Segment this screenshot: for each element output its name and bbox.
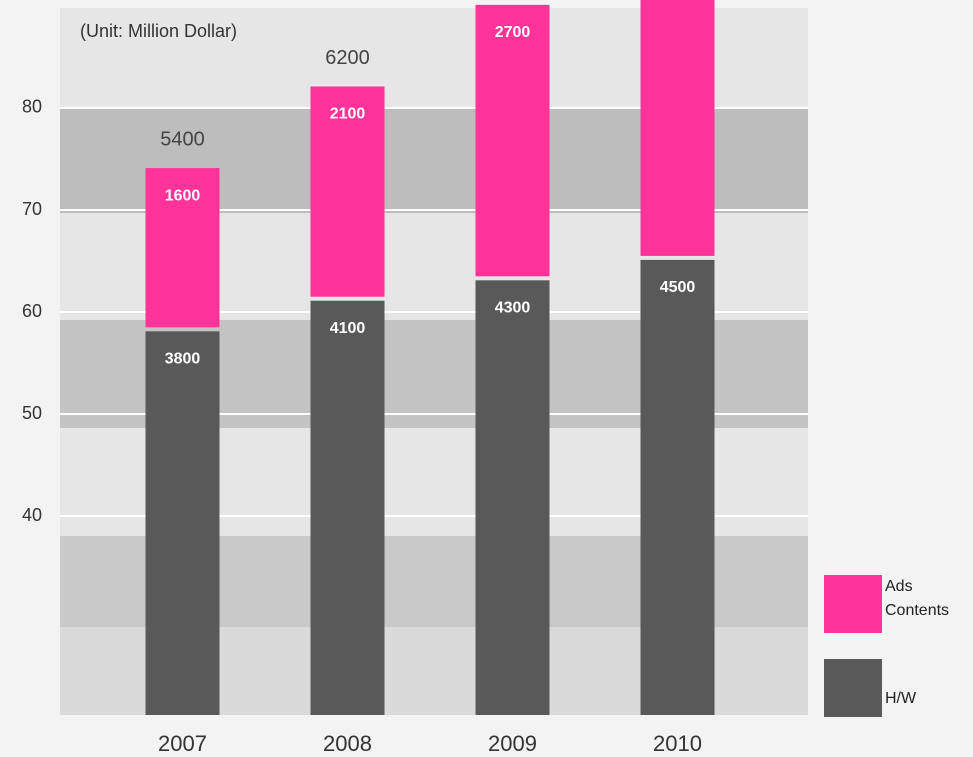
bar-segment xyxy=(641,0,715,256)
bar-segment xyxy=(476,280,550,715)
chart: (Unit: Million Dollar) 40 50 60 70 80 3800 160… xyxy=(0,0,973,757)
y-tick-label: 70 xyxy=(22,199,42,219)
total-label: 5400 xyxy=(160,128,205,150)
value-label: 1600 xyxy=(165,187,201,204)
legend-swatch xyxy=(824,575,882,633)
x-tick-label: 2007 xyxy=(158,731,207,756)
legend-label: H/W xyxy=(885,690,917,707)
x-tick-label: 2010 xyxy=(653,731,702,756)
subtitle: (Unit: Million Dollar) xyxy=(80,21,237,41)
value-label: 4500 xyxy=(660,279,696,296)
value-label: 4300 xyxy=(495,300,531,317)
value-label: 2700 xyxy=(495,24,531,41)
value-label: 2100 xyxy=(330,106,366,123)
y-tick-label: 60 xyxy=(22,301,42,321)
bar-segment xyxy=(311,301,385,715)
value-label: 3800 xyxy=(165,351,201,368)
total-label: 6200 xyxy=(325,47,370,69)
x-tick-label: 2008 xyxy=(323,731,372,756)
y-tick-label: 40 xyxy=(22,505,42,525)
bar-segment xyxy=(476,5,550,276)
legend-swatch xyxy=(824,659,882,717)
bar-segment xyxy=(146,331,220,715)
y-tick-label: 80 xyxy=(22,97,42,117)
value-label: 4100 xyxy=(330,320,366,337)
bar-segment xyxy=(641,260,715,715)
y-tick-label: 50 xyxy=(22,403,42,423)
x-tick-label: 2009 xyxy=(488,731,537,756)
